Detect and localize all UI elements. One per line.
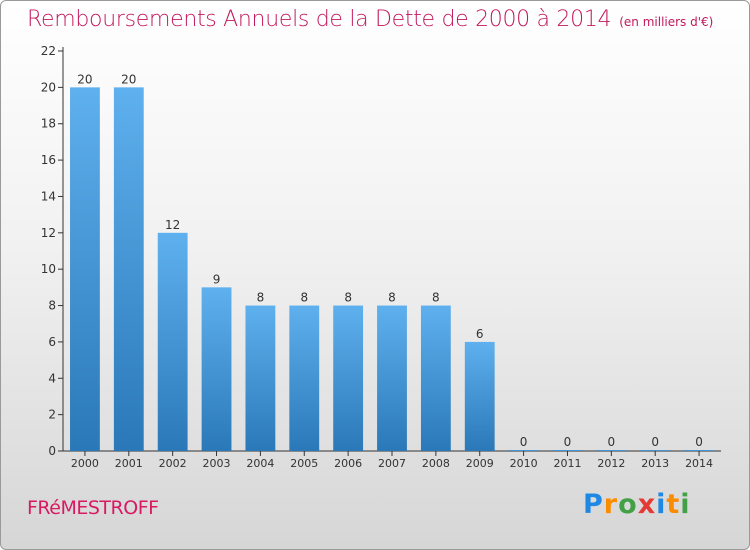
- logo-letter: t: [666, 489, 681, 520]
- chart-title: Remboursements Annuels de la Dette de 20…: [27, 7, 612, 32]
- bar: [420, 305, 451, 451]
- proxiti-logo: Proxiti: [583, 489, 691, 520]
- x-tick-label: 2013: [641, 457, 669, 470]
- bar: [640, 450, 671, 451]
- x-tick-label: 2009: [466, 457, 494, 470]
- bar: [245, 305, 276, 451]
- x-tick-label: 2012: [597, 457, 625, 470]
- chart-title-row: Remboursements Annuels de la Dette de 20…: [27, 7, 713, 32]
- y-tick-label: 22: [41, 44, 56, 58]
- logo-letter: r: [603, 489, 619, 520]
- bar: [684, 450, 714, 451]
- bar: [596, 450, 627, 451]
- x-tick-label: 2000: [71, 457, 99, 470]
- data-label: 0: [520, 435, 528, 449]
- x-tick-label: 2005: [290, 457, 318, 470]
- bar: [289, 305, 320, 451]
- y-tick-label: 8: [48, 299, 56, 313]
- data-label: 0: [564, 435, 572, 449]
- data-label: 20: [121, 72, 136, 86]
- bar: [464, 341, 495, 451]
- x-tick-label: 2007: [378, 457, 406, 470]
- logo-letter: i: [680, 489, 691, 520]
- logo-letter: i: [656, 489, 667, 520]
- y-tick-label: 20: [41, 80, 56, 94]
- commune-name: FRéMESTROFF: [27, 497, 159, 519]
- bar: [333, 305, 364, 451]
- bar: [157, 232, 188, 451]
- x-tick-label: 2006: [334, 457, 362, 470]
- x-tick-label: 2014: [685, 457, 713, 470]
- data-label: 8: [257, 291, 265, 305]
- data-label: 9: [213, 272, 221, 286]
- data-label: 12: [165, 218, 180, 232]
- bar: [113, 87, 144, 451]
- data-label: 8: [344, 291, 352, 305]
- x-tick-label: 2003: [203, 457, 231, 470]
- bar: [201, 287, 232, 451]
- data-label: 20: [77, 72, 92, 86]
- data-label: 8: [300, 291, 308, 305]
- y-tick-label: 16: [41, 153, 56, 167]
- y-tick-label: 10: [41, 262, 56, 276]
- y-tick-label: 18: [41, 117, 56, 131]
- x-tick-label: 2008: [422, 457, 450, 470]
- y-tick-label: 12: [41, 226, 56, 240]
- data-label: 0: [695, 435, 703, 449]
- y-tick-label: 2: [48, 408, 56, 422]
- bar: [377, 305, 407, 451]
- y-tick-label: 6: [48, 335, 56, 349]
- data-label: 8: [432, 291, 440, 305]
- data-label: 0: [651, 435, 659, 449]
- y-tick-label: 14: [41, 189, 56, 203]
- bar: [508, 450, 539, 451]
- data-label: 8: [388, 291, 396, 305]
- x-tick-label: 2011: [553, 457, 581, 470]
- x-tick-label: 2004: [246, 457, 274, 470]
- x-tick-label: 2001: [115, 457, 143, 470]
- logo-letter: P: [583, 489, 604, 520]
- x-tick-label: 2010: [510, 457, 538, 470]
- x-tick-label: 2002: [159, 457, 187, 470]
- bar: [552, 450, 583, 451]
- y-tick-label: 4: [48, 371, 56, 385]
- bar: [70, 87, 100, 451]
- y-tick-label: 0: [48, 444, 56, 458]
- logo-letter: o: [618, 489, 638, 520]
- logo-letter: x: [637, 489, 657, 520]
- chart-subtitle: (en milliers d'€): [619, 15, 714, 29]
- data-label: 0: [608, 435, 616, 449]
- data-label: 6: [476, 327, 484, 341]
